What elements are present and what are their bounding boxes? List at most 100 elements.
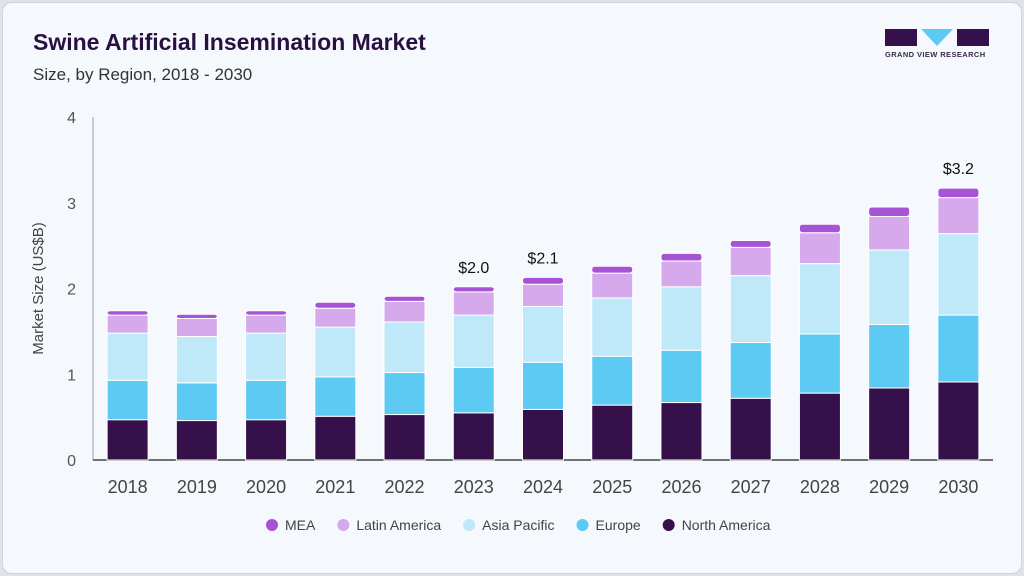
bar-segment-north-america <box>522 408 564 461</box>
data-label: $2.0 <box>458 260 489 277</box>
x-tick-label: 2023 <box>454 477 494 497</box>
bar-segment-latin-america <box>660 260 703 288</box>
bar-segment-north-america <box>245 419 288 461</box>
bar-segment-europe <box>452 366 495 414</box>
x-tick-label: 2018 <box>108 477 148 497</box>
bar-segment-asia-pacific <box>452 314 495 368</box>
bar-segment-north-america <box>106 419 149 461</box>
bar-segment-asia-pacific <box>314 326 357 378</box>
bar-segment-latin-america <box>798 232 841 265</box>
legend-item: Latin America <box>356 517 441 533</box>
bar-segment-europe <box>729 342 772 399</box>
bar-segment-asia-pacific <box>798 263 841 335</box>
grand-view-research-logo: GRAND VIEW RESEARCH <box>885 29 989 59</box>
bar-segment-latin-america <box>452 291 495 316</box>
legend-item: MEA <box>285 517 316 533</box>
bar-segment-europe <box>383 372 426 416</box>
x-tick-label: 2026 <box>661 477 701 497</box>
legend-item: Europe <box>596 517 641 533</box>
bar-segment-north-america <box>591 404 634 461</box>
x-tick-label: 2024 <box>523 477 563 497</box>
bar-segment-mea <box>660 252 703 262</box>
bar-segment-north-america <box>798 392 841 461</box>
bar-segment-latin-america <box>729 246 772 277</box>
bar-segment-mea <box>798 223 841 234</box>
bar-segment-north-america <box>175 420 218 461</box>
bar-segment-latin-america <box>868 215 911 251</box>
y-tick-label: 0 <box>67 453 76 470</box>
bar-segment-europe <box>868 324 911 389</box>
legend-swatch <box>662 519 675 531</box>
bar-segment-asia-pacific <box>591 297 634 357</box>
bar-segment-europe <box>591 355 634 406</box>
bar-segment-asia-pacific <box>106 332 149 381</box>
bar-segment-north-america <box>314 415 357 461</box>
y-axis-label: Market Size (US$B) <box>30 222 47 355</box>
bar-segment-asia-pacific <box>522 306 564 363</box>
bar-segment-mea <box>591 265 634 274</box>
bar-segment-latin-america <box>106 314 149 334</box>
y-tick-label: 2 <box>67 282 76 299</box>
bar-segment-latin-america <box>314 307 357 328</box>
bar-segment-latin-america <box>245 314 288 334</box>
y-tick-label: 4 <box>67 110 76 127</box>
data-label: $3.2 <box>943 161 974 178</box>
bar-segment-europe <box>314 376 357 417</box>
bar-segment-mea <box>245 310 288 316</box>
bar-segment-latin-america <box>937 197 980 235</box>
bar-segment-mea <box>937 187 980 199</box>
legend-item: North America <box>682 517 771 533</box>
bar-segment-mea <box>729 239 772 248</box>
bar-segment-mea <box>868 206 911 217</box>
bar-segment-mea <box>452 286 495 293</box>
bar-segment-latin-america <box>522 283 564 308</box>
bar-segment-europe <box>175 382 218 422</box>
bar-segment-latin-america <box>591 272 634 299</box>
chart-subtitle: Size, by Region, 2018 - 2030 <box>33 65 253 84</box>
bar-segment-europe <box>660 349 703 404</box>
x-tick-label: 2028 <box>800 477 840 497</box>
bar-segment-north-america <box>452 412 495 461</box>
bar-segment-mea <box>383 295 426 302</box>
x-tick-label: 2029 <box>869 477 909 497</box>
legend-swatch <box>463 519 476 531</box>
legend-swatch <box>337 519 350 531</box>
bar-segment-europe <box>522 361 564 410</box>
x-tick-label: 2025 <box>592 477 632 497</box>
x-tick-label: 2020 <box>246 477 286 497</box>
bar-segment-north-america <box>383 414 426 461</box>
bar-segment-mea <box>175 313 218 320</box>
bar-segment-latin-america <box>383 300 426 323</box>
y-tick-label: 3 <box>67 196 76 213</box>
bar-segment-europe <box>937 314 980 383</box>
legend-swatch <box>266 519 278 531</box>
bar-segment-europe <box>798 333 841 394</box>
x-tick-label: 2019 <box>177 477 217 497</box>
bar-segment-asia-pacific <box>868 249 911 326</box>
y-tick-label: 1 <box>67 367 76 384</box>
bar-segment-north-america <box>729 397 772 461</box>
bar-segment-latin-america <box>175 318 218 338</box>
bar-segment-north-america <box>660 402 703 461</box>
x-tick-label: 2021 <box>315 477 355 497</box>
bar-segment-europe <box>245 379 288 421</box>
bar-segment-asia-pacific <box>245 332 288 381</box>
x-tick-label: 2030 <box>938 477 978 497</box>
bar-segment-asia-pacific <box>383 321 426 374</box>
chart-title: Swine Artificial Insemination Market <box>33 29 426 55</box>
bar-segment-mea <box>106 310 149 316</box>
data-label: $2.1 <box>527 250 558 267</box>
bar-segment-europe <box>106 379 149 421</box>
bar-segment-north-america <box>937 381 980 461</box>
legend-swatch <box>576 519 589 531</box>
bar-segment-asia-pacific <box>729 275 772 344</box>
x-tick-label: 2022 <box>385 477 425 497</box>
bar-segment-mea <box>314 301 357 309</box>
logo-text: GRAND VIEW RESEARCH <box>885 50 986 59</box>
bar-segment-north-america <box>868 387 911 461</box>
bar-segment-asia-pacific <box>175 336 218 384</box>
bar-segment-asia-pacific <box>660 286 703 351</box>
bar-segment-mea <box>522 276 564 285</box>
